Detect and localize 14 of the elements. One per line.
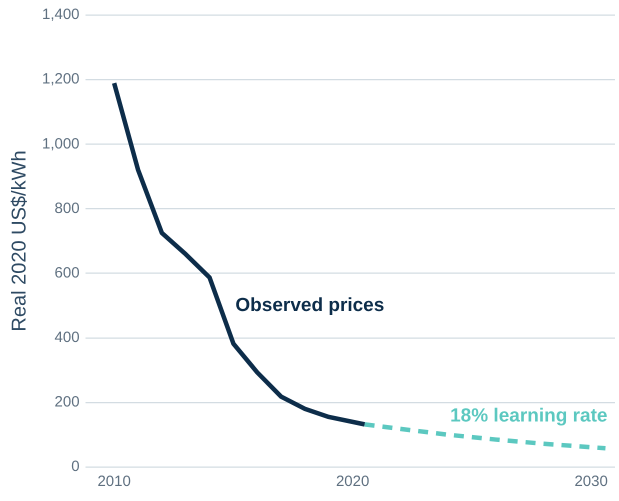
y-tick-label: 200 <box>54 394 80 411</box>
y-tick-label: 0 <box>71 458 80 476</box>
x-tick-label: 2030 <box>574 473 608 490</box>
y-axis-title: Real 2020 US$/kWh <box>8 150 31 332</box>
y-tick-label: 1,000 <box>42 135 80 152</box>
series-label: Observed prices <box>235 294 384 316</box>
series-label: 18% learning rate <box>450 406 608 427</box>
y-tick-label: 1,400 <box>42 6 80 24</box>
y-tick-label: 800 <box>54 200 80 217</box>
x-tick-label: 2010 <box>97 473 131 490</box>
y-tick-label: 400 <box>54 329 80 346</box>
y-tick-label: 1,200 <box>42 70 80 88</box>
y-tick-label: 600 <box>54 264 80 282</box>
x-tick-label: 2020 <box>336 473 370 490</box>
